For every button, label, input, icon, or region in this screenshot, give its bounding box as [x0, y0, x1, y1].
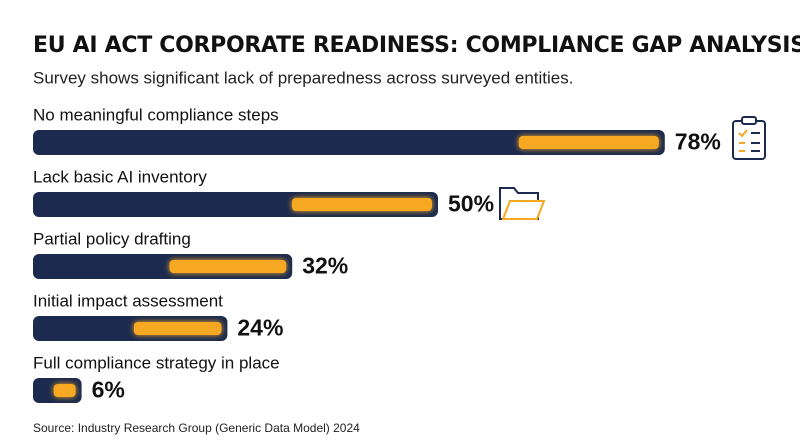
folder-icon [499, 187, 546, 220]
bar-highlight [518, 136, 659, 149]
chart-subtitle: Survey shows significant lack of prepare… [33, 68, 573, 87]
category-label: No meaningful compliance steps [33, 105, 279, 124]
bar-highlight [169, 260, 287, 273]
value-label: 32% [302, 253, 348, 279]
value-label: 78% [675, 129, 721, 155]
chart-title: EU AI ACT CORPORATE READINESS: COMPLIANC… [33, 33, 800, 58]
bar-highlight [53, 384, 76, 397]
value-label: 24% [237, 315, 283, 341]
bar-highlight [292, 198, 432, 211]
bar [33, 130, 665, 155]
value-label: 50% [448, 191, 494, 217]
category-label: Partial policy drafting [33, 229, 191, 248]
category-label: Initial impact assessment [33, 291, 223, 310]
bar-highlight [133, 322, 222, 335]
category-label: Lack basic AI inventory [33, 167, 207, 186]
value-label: 6% [92, 377, 125, 403]
clipboard-icon [732, 116, 766, 160]
category-label: Full compliance strategy in place [33, 353, 280, 372]
source-note: Source: Industry Research Group (Generic… [33, 421, 360, 435]
